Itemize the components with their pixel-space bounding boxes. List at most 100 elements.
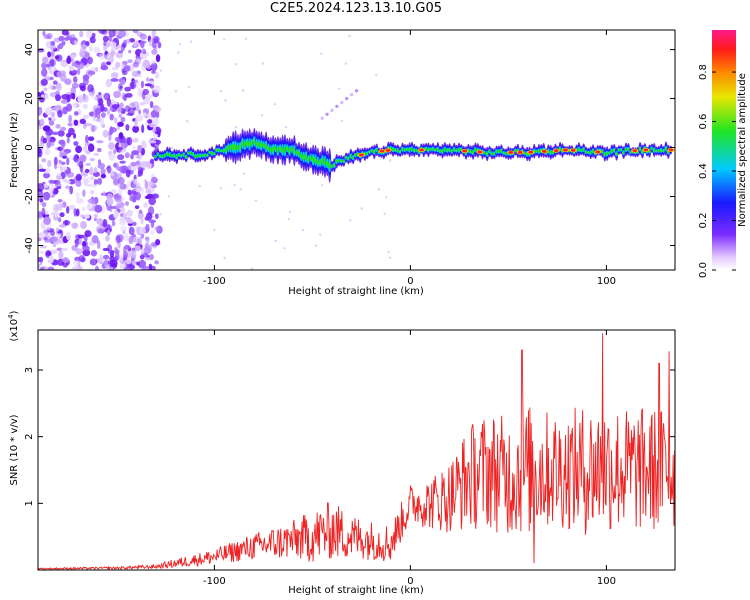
noise-speck xyxy=(110,72,119,79)
noise-speck xyxy=(75,208,80,217)
noise-speck xyxy=(65,206,70,214)
noise-speck xyxy=(41,207,46,216)
noise-speck xyxy=(140,148,146,156)
faint-speck xyxy=(320,52,323,55)
noise-speck xyxy=(87,143,95,152)
noise-speck xyxy=(55,83,61,90)
noise-speck xyxy=(97,159,102,165)
noise-speck xyxy=(150,265,156,270)
noise-speck xyxy=(58,159,62,164)
noise-speck xyxy=(82,103,88,110)
noise-speck xyxy=(91,235,99,244)
noise-speck xyxy=(124,86,132,92)
noise-speck xyxy=(108,142,115,150)
snr-multiplier-exponent: 4 xyxy=(7,314,15,319)
noise-speck xyxy=(132,42,138,48)
noise-speck xyxy=(118,30,127,38)
noise-speck xyxy=(155,54,161,63)
spectrogram-ridge-cell xyxy=(612,149,616,152)
noise-speck xyxy=(40,78,48,86)
noise-speck xyxy=(139,254,145,260)
faint-speck xyxy=(338,87,341,90)
noise-speck xyxy=(109,126,114,135)
colorbar-tick-label: 0.8 xyxy=(698,64,709,80)
noise-speck xyxy=(137,237,142,246)
noise-speck xyxy=(115,235,121,244)
noise-speck xyxy=(139,102,146,106)
faint-speck xyxy=(360,207,363,210)
faint-speck xyxy=(389,159,392,162)
noise-speck xyxy=(44,210,49,216)
noise-speck xyxy=(80,44,88,49)
x-tick-label: -100 xyxy=(203,276,226,287)
spectrogram-marks xyxy=(38,30,675,270)
noise-speck xyxy=(92,112,96,122)
faint-speck xyxy=(187,85,191,89)
noise-speck xyxy=(48,254,54,264)
noise-speck xyxy=(59,149,63,158)
faint-speck xyxy=(174,90,178,93)
noise-speck xyxy=(97,147,102,153)
noise-speck xyxy=(117,121,124,127)
noise-speck xyxy=(38,263,41,269)
noise-speck xyxy=(131,145,137,150)
noise-speck xyxy=(106,61,111,65)
faint-speck xyxy=(348,34,351,38)
noise-speck xyxy=(102,92,109,100)
noise-speck xyxy=(80,220,87,229)
noise-speck xyxy=(130,161,138,167)
snr-multiplier-prefix: (x10 xyxy=(9,319,20,342)
noise-speck xyxy=(62,106,68,115)
noise-speck xyxy=(102,45,108,51)
noise-speck xyxy=(109,266,114,270)
noise-speck xyxy=(75,242,79,248)
faint-speck xyxy=(340,119,343,123)
noise-speck xyxy=(49,44,57,51)
spectrogram-ridge-cell xyxy=(619,148,623,151)
noise-speck xyxy=(64,219,69,226)
noise-speck xyxy=(138,109,142,115)
y-tick-label: 1 xyxy=(24,500,35,506)
noise-speck xyxy=(117,146,124,151)
noise-speck xyxy=(148,180,154,188)
noise-speck xyxy=(75,145,82,154)
noise-speck xyxy=(135,160,141,166)
colorbar-label: Normalized spectral amplitude xyxy=(737,73,748,227)
noise-speck xyxy=(148,196,157,206)
noise-speck xyxy=(108,152,116,161)
noise-speck xyxy=(86,203,92,210)
noise-speck xyxy=(56,71,62,78)
noise-speck xyxy=(83,144,88,153)
streak-speck xyxy=(345,96,349,101)
noise-speck xyxy=(100,65,109,71)
noise-speck xyxy=(93,213,98,219)
noise-speck xyxy=(43,87,48,92)
noise-speck xyxy=(149,253,154,261)
noise-speck xyxy=(145,189,152,194)
noise-speck xyxy=(132,61,139,68)
noise-speck xyxy=(47,266,55,270)
noise-speck xyxy=(150,64,156,69)
noise-speck xyxy=(84,134,89,144)
spectrogram-hot-spot-core xyxy=(419,148,424,152)
noise-speck xyxy=(133,245,141,252)
noise-speck xyxy=(72,102,78,109)
noise-speck xyxy=(147,206,155,216)
noise-speck xyxy=(124,152,130,159)
noise-speck xyxy=(119,160,126,164)
noise-speck xyxy=(61,93,70,100)
noise-speck xyxy=(88,136,95,142)
colorbar-tick-label: 0.6 xyxy=(698,114,709,130)
noise-speck xyxy=(38,125,43,130)
faint-speck xyxy=(234,125,238,129)
snr-x-ticks: -100 0 100 xyxy=(203,330,616,587)
faint-speck xyxy=(377,188,381,191)
spectrogram-x-axis-label: Height of straight line (km) xyxy=(288,286,424,297)
noise-speck xyxy=(59,212,65,218)
noise-speck xyxy=(135,187,143,193)
noise-speck xyxy=(124,201,130,206)
spectrogram-frame xyxy=(37,29,676,271)
noise-speck xyxy=(38,168,47,172)
noise-speck xyxy=(96,240,101,250)
x-tick-label: 0 xyxy=(407,276,413,287)
